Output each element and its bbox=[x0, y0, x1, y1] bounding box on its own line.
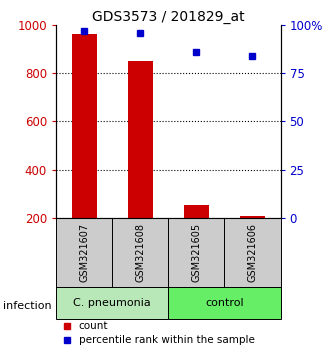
Text: control: control bbox=[205, 298, 244, 308]
Bar bbox=[168, 287, 280, 319]
Text: GSM321606: GSM321606 bbox=[248, 223, 257, 282]
Text: GSM321608: GSM321608 bbox=[135, 223, 145, 282]
Bar bbox=[56, 287, 168, 319]
Text: count: count bbox=[79, 321, 108, 331]
Text: percentile rank within the sample: percentile rank within the sample bbox=[79, 335, 254, 345]
Bar bbox=[184, 205, 209, 218]
Bar bbox=[240, 216, 265, 218]
Text: GSM321607: GSM321607 bbox=[79, 223, 89, 282]
Bar bbox=[56, 218, 112, 287]
Title: GDS3573 / 201829_at: GDS3573 / 201829_at bbox=[92, 10, 245, 24]
Text: C. pneumonia: C. pneumonia bbox=[73, 298, 151, 308]
Bar bbox=[112, 218, 168, 287]
Text: infection: infection bbox=[3, 301, 52, 311]
Bar bbox=[128, 61, 153, 218]
Text: GSM321605: GSM321605 bbox=[191, 223, 201, 282]
Bar bbox=[224, 218, 280, 287]
Bar bbox=[168, 218, 224, 287]
Bar bbox=[72, 34, 97, 218]
